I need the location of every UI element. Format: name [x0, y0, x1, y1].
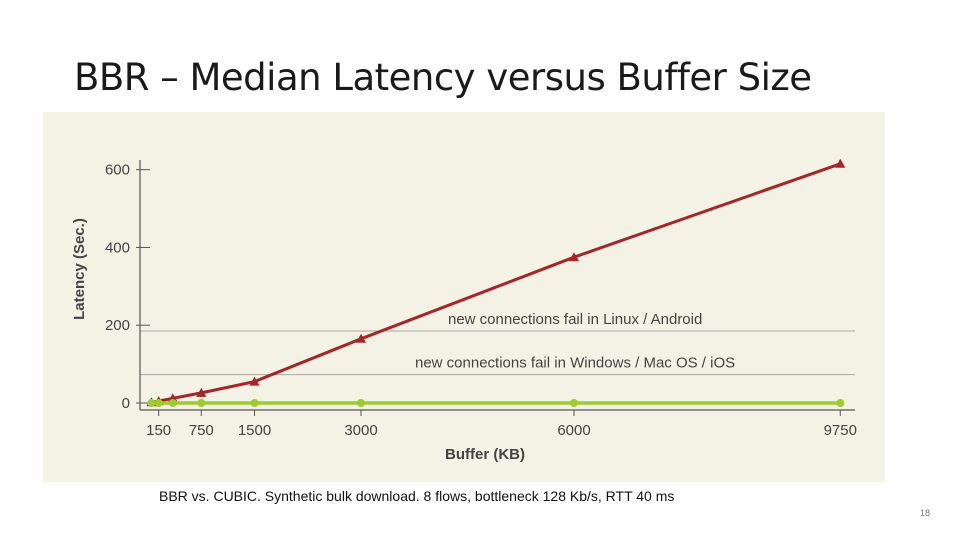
x-tick-label: 1500	[238, 422, 271, 439]
x-tick-label: 150	[146, 422, 171, 439]
page-number: 18	[920, 508, 931, 518]
x-axis-label: Buffer (KB)	[445, 446, 525, 463]
annotation-label: new connections fail in Windows / Mac OS…	[415, 355, 735, 372]
data-point-lower	[197, 399, 206, 407]
y-axis-label: Latency (Sec.)	[71, 218, 88, 320]
latency-chart: new connections fail in Linux / Android n…	[43, 112, 885, 482]
chart-background	[43, 112, 885, 482]
data-point-lower	[250, 399, 259, 407]
x-tick-label: 3000	[344, 422, 377, 439]
annotation-label: new connections fail in Linux / Android	[448, 311, 702, 328]
y-tick-label: 200	[105, 317, 130, 334]
data-point-lower	[357, 399, 365, 407]
chart-caption: BBR vs. CUBIC. Synthetic bulk download. …	[159, 488, 675, 504]
axis-layer: 0 200 400 600 150 750 1500 3000 6000 9750	[105, 160, 857, 439]
data-point-lower	[154, 399, 163, 407]
data-point-upper	[569, 252, 579, 262]
y-tick-label: 400	[105, 239, 130, 256]
data-point-upper	[196, 387, 207, 397]
slide-title: BBR – Median Latency versus Buffer Size	[74, 56, 812, 99]
data-point-lower	[570, 399, 578, 407]
data-point-lower	[836, 399, 845, 407]
y-tick-label: 600	[105, 162, 130, 179]
data-point-upper	[356, 333, 366, 343]
x-tick-label: 9750	[824, 422, 857, 439]
series-layer	[146, 158, 846, 407]
data-point-upper	[835, 158, 846, 168]
data-point-lower	[168, 399, 177, 407]
data-point-upper	[249, 376, 260, 386]
chart-panel: new connections fail in Linux / Android n…	[43, 112, 885, 482]
y-tick-label: 0	[122, 395, 130, 412]
annotation-layer: new connections fail in Linux / Android n…	[140, 311, 855, 376]
x-tick-label: 6000	[557, 422, 590, 439]
data-point-lower	[147, 399, 156, 407]
x-tick-label: 750	[189, 422, 214, 439]
